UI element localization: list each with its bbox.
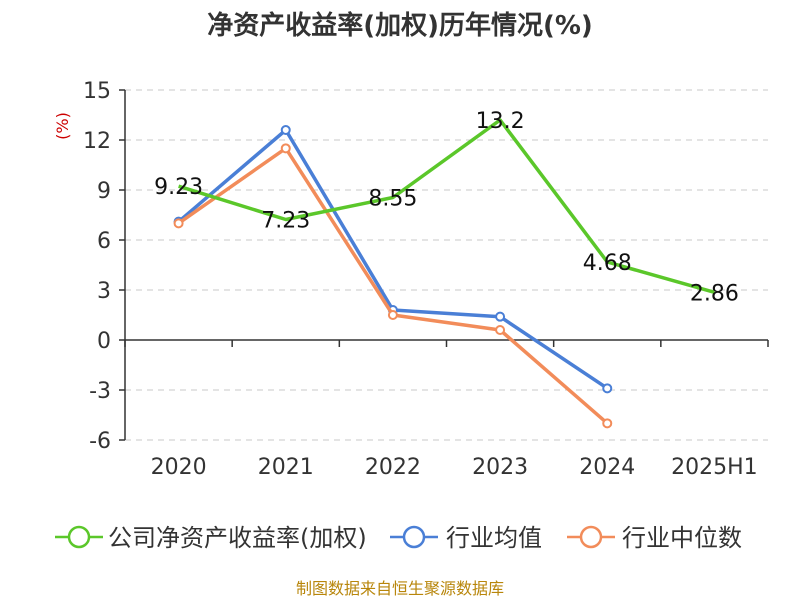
y-tick-label: 15	[83, 79, 111, 104]
y-tick-label: 9	[97, 179, 111, 204]
source-note: 制图数据来自恒生聚源数据库	[296, 579, 504, 598]
legend-swatch-marker	[67, 525, 91, 549]
data-point	[495, 325, 506, 335]
data-labels: 9.23 7.23 8.55 13.2 4.68 2.86	[154, 109, 739, 306]
data-point	[280, 143, 291, 154]
data-label: 8.55	[368, 187, 417, 212]
data-label: 4.68	[583, 251, 632, 276]
series-lines	[173, 118, 715, 429]
x-tick-label: 2023	[472, 455, 528, 480]
legend-label: 公司净资产收益率(加权)	[108, 524, 367, 552]
x-tick-label: 2025H1	[671, 455, 758, 480]
x-tick-labels: 2020 2021 2022 2023 2024 2025H1	[151, 455, 758, 480]
y-tick-labels: 15 12 9 6 3 0 -3 -6	[83, 79, 111, 454]
y-axis-label: (%)	[53, 112, 72, 140]
x-tick-label: 2024	[579, 455, 635, 480]
x-tick-label: 2021	[258, 455, 314, 480]
grid-lines	[119, 89, 768, 441]
y-tick-label: 0	[97, 329, 111, 354]
data-label: 2.86	[690, 281, 739, 306]
legend: 公司净资产收益率(加权) 行业均值 行业中位数	[55, 524, 742, 552]
axes	[124, 90, 769, 440]
series-line-0	[178, 118, 715, 294]
data-point	[280, 125, 291, 135]
y-tick-label: 6	[97, 229, 111, 254]
legend-label: 行业均值	[446, 524, 542, 552]
legend-label: 行业中位数	[622, 524, 742, 552]
data-label: 7.23	[261, 209, 310, 234]
y-tick-label: -6	[89, 429, 111, 454]
y-tick-label: 3	[97, 279, 111, 304]
data-point	[495, 311, 506, 322]
x-tick-label: 2022	[365, 455, 421, 480]
legend-swatch-marker	[402, 525, 426, 549]
data-label: 9.23	[154, 175, 203, 200]
data-point	[602, 383, 613, 394]
data-point	[387, 310, 398, 320]
y-tick-label: -3	[89, 379, 111, 404]
data-label: 13.2	[476, 109, 525, 134]
x-tick-label: 2020	[151, 455, 207, 480]
series-line-1	[177, 128, 609, 390]
data-point	[602, 418, 613, 429]
y-tick-label: 12	[83, 129, 111, 154]
legend-swatch-marker	[579, 525, 603, 549]
data-point	[173, 218, 184, 229]
chart-title: 净资产收益率(加权)历年情况(%)	[207, 10, 593, 41]
